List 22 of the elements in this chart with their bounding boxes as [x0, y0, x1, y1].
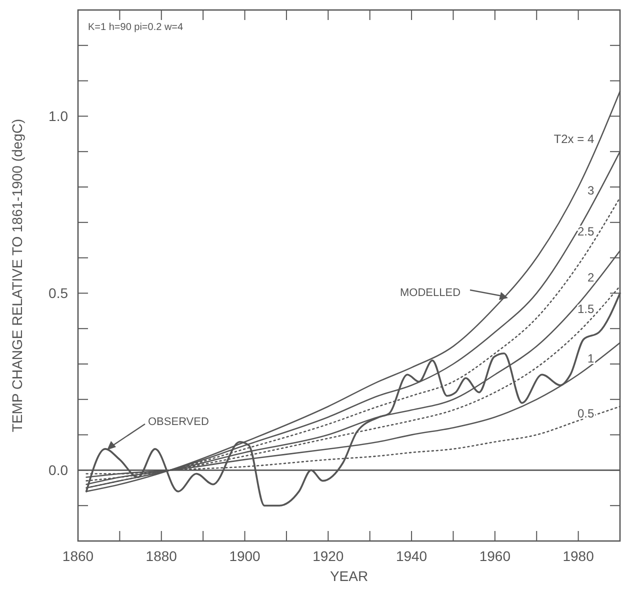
x-tick-label: 1980 [562, 548, 594, 564]
x-axis-title: YEAR [330, 568, 368, 584]
series-label: 2 [587, 270, 594, 284]
series-label: 0.5 [577, 406, 594, 421]
legend-label: 3 [587, 184, 594, 198]
text: OBSERVED [148, 416, 209, 428]
y-tick-label: 1.0 [48, 108, 68, 124]
x-tick-label: 1880 [146, 548, 178, 564]
legend-label: 1 [587, 352, 594, 366]
y-tick-label: 0.5 [48, 285, 68, 302]
y-tick-label: 0.0 [48, 462, 68, 478]
series-label: T2x = 4 [554, 132, 594, 146]
annotation: K=1 h=90 pi=0.2 w=4 [88, 22, 184, 33]
x-tick-label: 1920 [312, 548, 344, 564]
series-label: 2.5 [577, 224, 594, 238]
x-tick-label: 1960 [479, 548, 511, 564]
x-tick-label: 1860 [62, 548, 94, 564]
y-axis-title: TEMP CHANGE RELATIVE TO 1861-1900 (degC) [9, 118, 25, 432]
series-label: 1.5 [577, 302, 594, 316]
x-tick-label: 1940 [396, 548, 428, 564]
x-tick-label: 1900 [229, 548, 261, 564]
annotation: MODELLED [400, 287, 461, 299]
